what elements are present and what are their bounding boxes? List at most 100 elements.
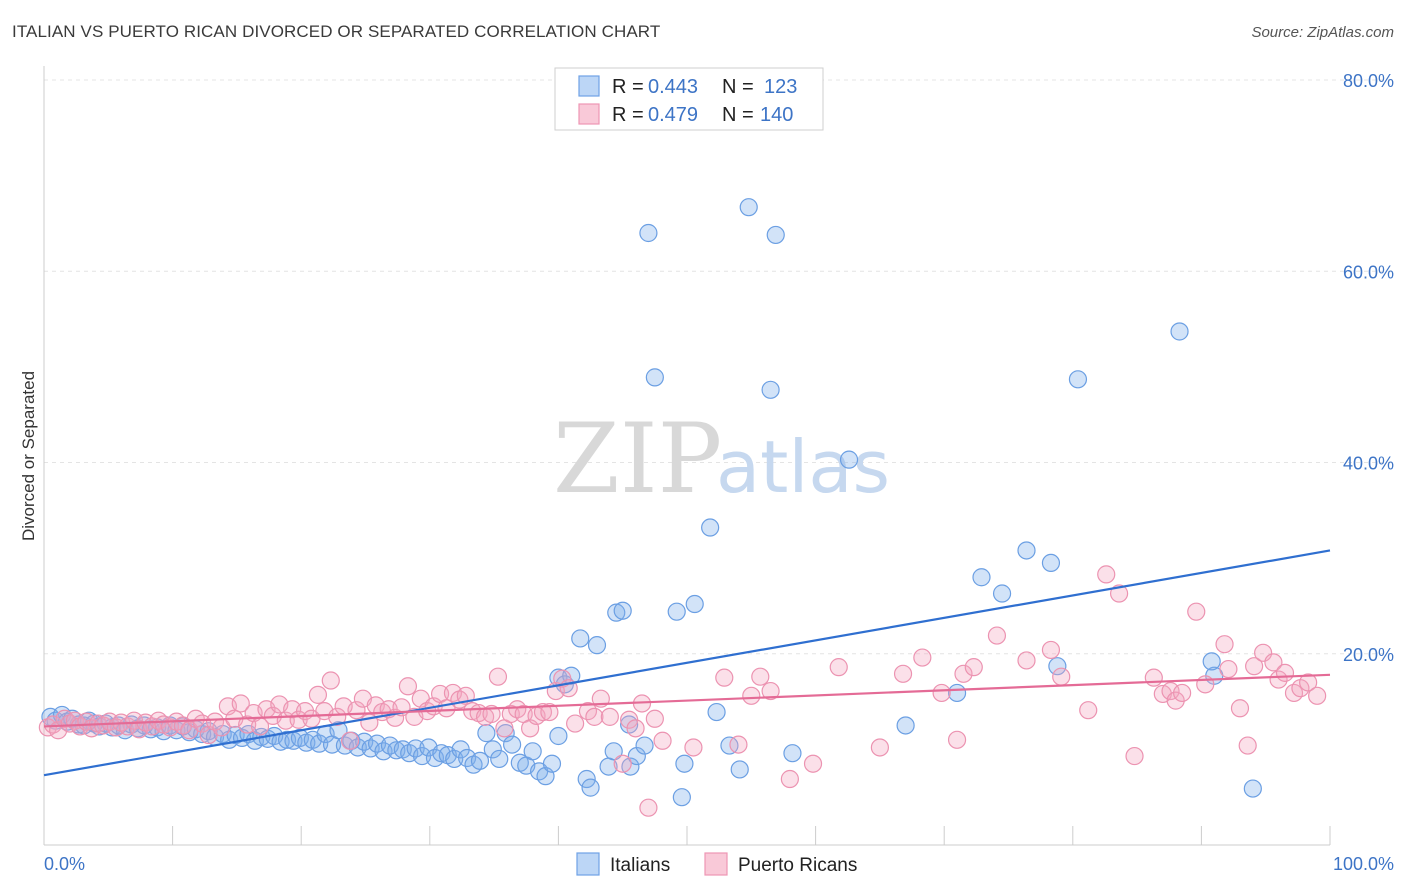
puerto-rican-point: [954, 664, 973, 683]
italian-point: [604, 742, 623, 761]
legend-r-value: 0.443: [648, 76, 698, 98]
puerto-rican-point: [780, 769, 799, 789]
puerto-rican-point: [1230, 699, 1250, 718]
y-tick-labels: 20.0% 40.0% 60.0% 80.0%: [1343, 71, 1394, 665]
puerto-rican-point: [1264, 653, 1283, 672]
puerto-rican-point: [870, 738, 890, 757]
puerto-rican-point: [231, 694, 250, 713]
legend-r-label: R =: [612, 104, 644, 126]
puerto-rican-point: [124, 711, 144, 730]
italian-point: [477, 724, 496, 743]
puerto-rican-point: [932, 683, 951, 703]
puerto-rican-point: [540, 702, 559, 722]
puerto-rican-point: [566, 714, 585, 733]
puerto-rican-point: [913, 648, 932, 667]
italian-point: [672, 788, 691, 807]
puerto-rican-point: [1052, 667, 1071, 686]
puerto-rican-point: [533, 702, 553, 722]
puerto-rican-point: [626, 719, 645, 738]
italian-point: [685, 594, 704, 614]
legend-swatch-puerto-ricans: [578, 103, 600, 125]
italian-point: [1202, 652, 1221, 671]
legend-row-italians: R = 0.443 N = 123: [578, 75, 797, 98]
axes: [43, 66, 1331, 846]
puerto-rican-point: [715, 668, 734, 687]
puerto-rican-point: [1187, 602, 1206, 621]
legend-r-label: R =: [612, 76, 644, 98]
legend-n-value: 123: [764, 76, 797, 98]
italian-point: [645, 368, 664, 387]
legend-row-puerto-ricans: R = 0.479 N = 140: [578, 103, 793, 126]
legend-swatch-italians: [578, 75, 600, 97]
puerto-rican-point: [1196, 675, 1215, 694]
watermark-zip: ZIP: [553, 403, 722, 515]
x-tick-label-0: 0.0%: [44, 854, 85, 874]
puerto-rican-point: [398, 677, 418, 696]
italian-point: [549, 726, 568, 746]
puerto-rican-point: [947, 730, 967, 749]
x-tick-labels: 0.0% 100.0%: [44, 854, 1394, 874]
puerto-rican-point: [488, 667, 508, 686]
italian-point: [483, 740, 502, 759]
italian-point: [490, 749, 509, 769]
puerto-rican-point: [1144, 668, 1163, 687]
puerto-rican-point: [803, 754, 823, 773]
legend-r-value: 0.479: [648, 104, 698, 126]
puerto-rican-point: [751, 667, 770, 686]
puerto-rican-point: [1097, 565, 1116, 584]
puerto-rican-point: [742, 686, 761, 705]
puerto-rican-point: [482, 704, 501, 724]
puerto-rican-point: [964, 658, 983, 677]
series-italians-points: [41, 198, 1262, 807]
italian-point: [701, 518, 720, 537]
legend-n-label: N =: [722, 104, 754, 126]
legend-bottom-label-puerto-ricans: Puerto Ricans: [738, 855, 857, 876]
puerto-rican-point: [600, 707, 619, 726]
puerto-rican-point: [761, 681, 780, 701]
italian-point: [1170, 322, 1189, 341]
italian-point: [761, 380, 780, 399]
puerto-rican-point: [340, 731, 360, 750]
legend-bottom-label-italians: Italians: [610, 855, 670, 876]
puerto-rican-point: [1079, 701, 1098, 720]
legend-n-value: 140: [760, 104, 793, 126]
italian-point: [730, 760, 749, 779]
italian-point: [329, 721, 348, 740]
puerto-rican-point: [328, 707, 347, 726]
puerto-rican-point: [1173, 683, 1192, 703]
italian-point: [1068, 370, 1088, 389]
legend-bottom-swatch-italians: [576, 852, 600, 876]
puerto-rican-point: [1109, 584, 1129, 603]
puerto-rican-trend-line: [43, 673, 1331, 728]
legend-box: [554, 67, 824, 131]
y-tick-label-80: 80.0%: [1343, 71, 1394, 91]
italian-point: [947, 683, 967, 703]
legend-bottom: Italians Puerto Ricans: [576, 852, 857, 876]
italian-point: [896, 716, 915, 735]
series-puerto-ricans-points: [38, 565, 1327, 817]
italian-point: [310, 734, 329, 753]
puerto-rican-point: [1161, 681, 1180, 701]
puerto-rican-point: [829, 658, 848, 677]
italian-trend-line: [43, 549, 1331, 777]
italian-point: [445, 749, 464, 769]
italian-point: [1243, 779, 1262, 798]
italian-point: [523, 742, 542, 761]
watermark: ZIP atlas: [553, 403, 890, 515]
puerto-rican-point: [1275, 663, 1295, 682]
puerto-rican-point: [684, 738, 703, 757]
puerto-rican-point: [653, 731, 672, 750]
puerto-rican-point: [1299, 673, 1318, 692]
puerto-rican-point: [1245, 657, 1264, 676]
italian-point: [1041, 553, 1061, 573]
italian-point: [503, 735, 522, 754]
puerto-rican-point: [639, 798, 658, 817]
italian-point: [571, 629, 590, 648]
puerto-rican-point: [1215, 635, 1234, 654]
trend-lines: [43, 549, 1331, 777]
x-tick-label-100: 100.0%: [1333, 854, 1394, 874]
italian-point: [613, 601, 632, 620]
puerto-rican-point: [1269, 670, 1288, 689]
italian-point: [1017, 541, 1036, 560]
